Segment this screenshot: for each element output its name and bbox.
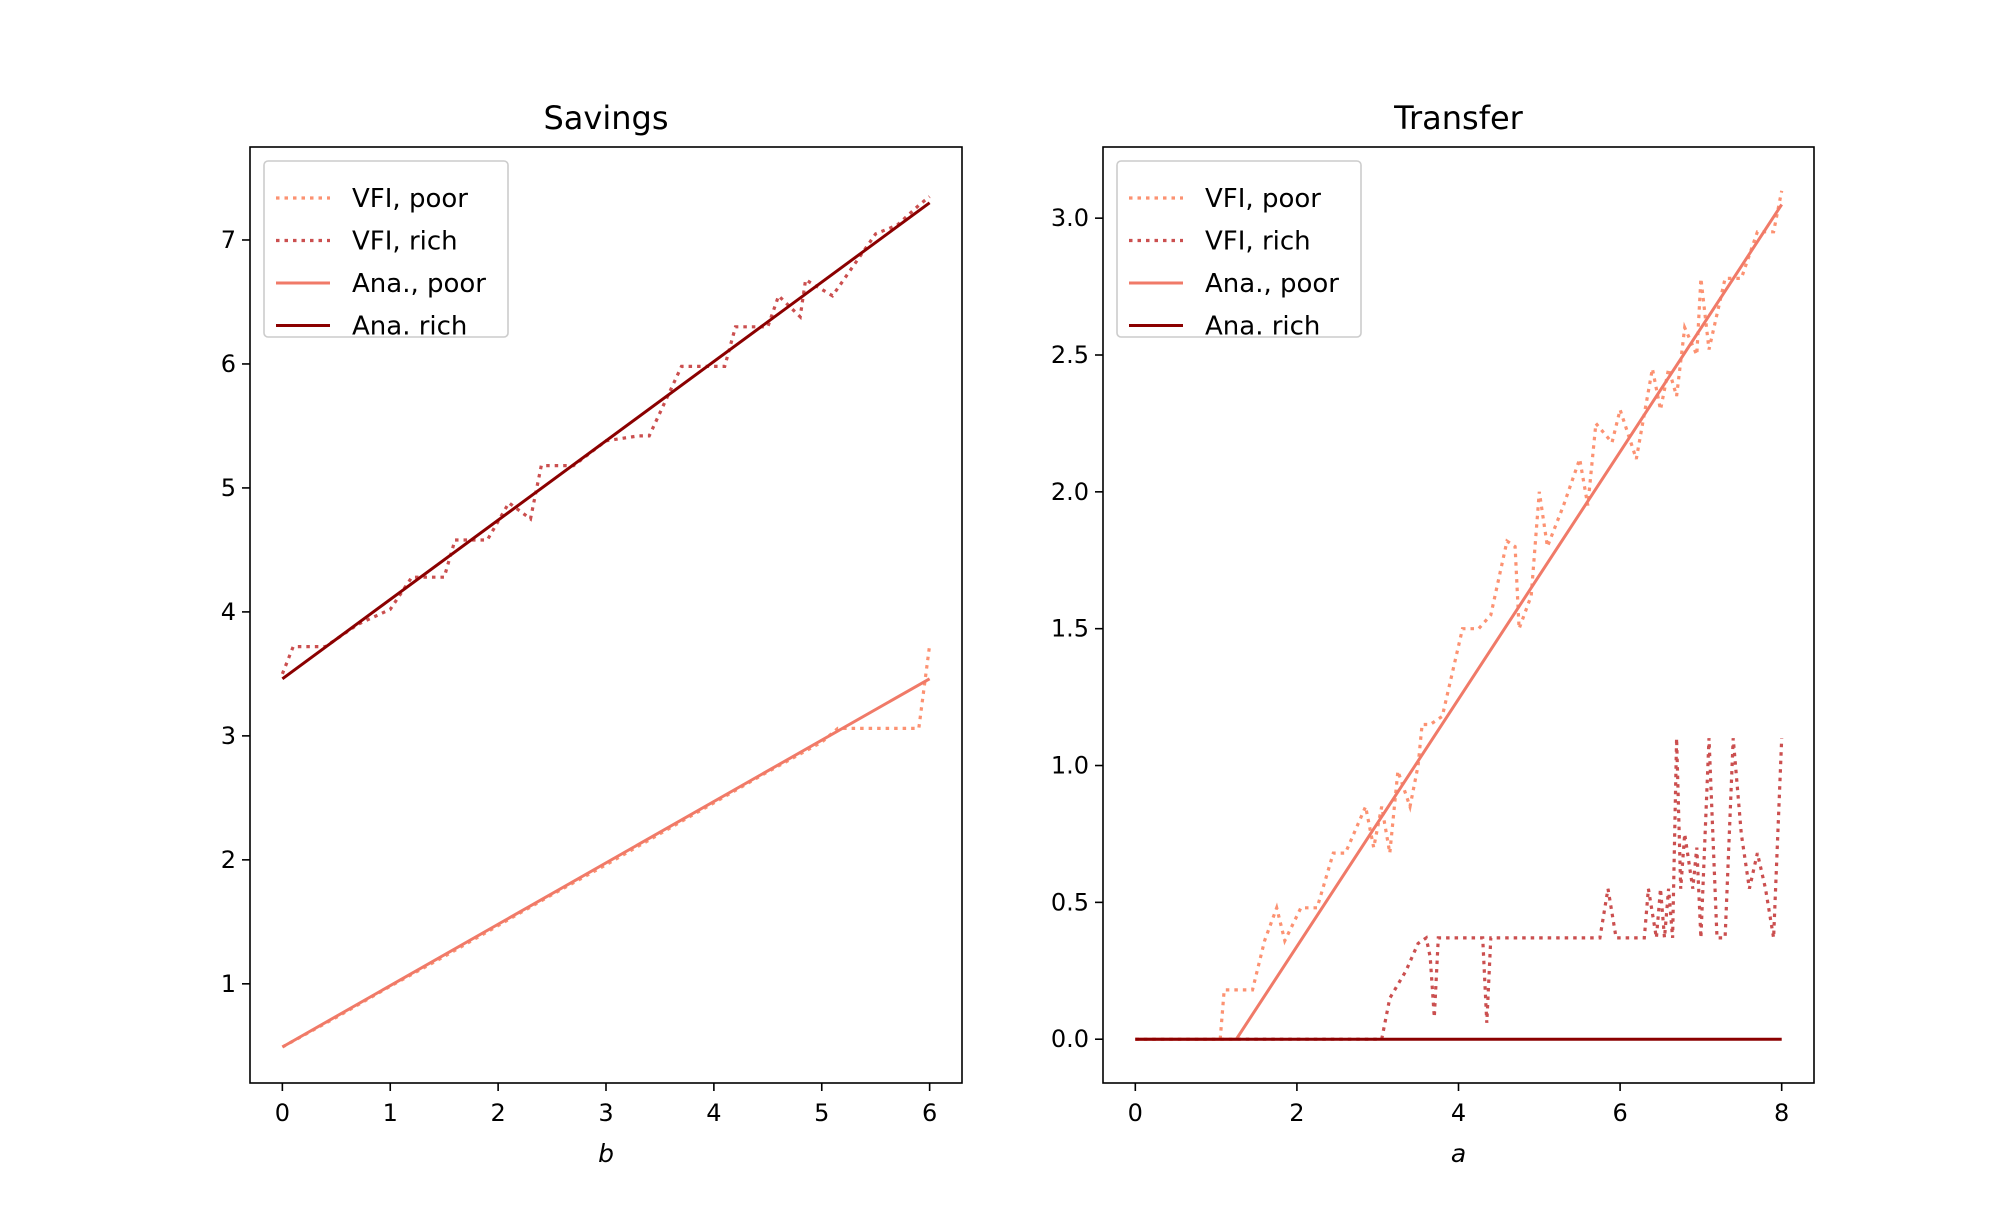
x-tick-label: 1	[383, 1099, 398, 1127]
chart-title: Transfer	[1393, 99, 1524, 137]
legend: VFI, poor VFI, rich Ana., poor Ana. rich	[1116, 160, 1362, 342]
x-tick-label: 4	[1451, 1099, 1466, 1127]
x-tick-label: 4	[706, 1099, 721, 1127]
y-tick-label: 3.0	[1051, 204, 1089, 232]
y-tick-label: 3	[221, 722, 236, 750]
x-tick-label: 5	[814, 1099, 829, 1127]
series-line-ana-poor	[281, 677, 931, 1049]
y-tick-label: 4	[221, 598, 236, 626]
x-tick-label: 0	[275, 1099, 290, 1127]
y-tick-label: 1.5	[1051, 615, 1089, 643]
legend-label-vfi-poor: VFI, poor	[352, 184, 468, 214]
legend-label-vfi-rich: VFI, rich	[352, 227, 458, 257]
x-tick-label: 0	[1128, 1099, 1143, 1127]
series-line-vfi-poor	[281, 645, 932, 1049]
y-tick-label: 6	[221, 350, 236, 378]
legend-label-ana-rich: Ana. rich	[1205, 312, 1320, 342]
legend-label-ana-poor: Ana., poor	[352, 269, 486, 299]
chart-title: Savings	[543, 99, 668, 137]
y-tick-label: 1	[221, 970, 236, 998]
series-line-vfi-rich	[1135, 738, 1784, 1041]
x-tick-label: 8	[1774, 1099, 1789, 1127]
legend-label-vfi-rich: VFI, rich	[1205, 227, 1311, 257]
plot-area	[280, 195, 932, 1049]
y-tick-label: 0.5	[1051, 888, 1089, 916]
y-tick-label: 1.0	[1051, 752, 1089, 780]
plot-area	[1135, 190, 1784, 1041]
savings-panel: 0 1 2 3 4 5 6 1 2 3 4 5 6 7 Savings b VFI, poor VFI, rich…	[221, 99, 963, 1168]
x-tick-label: 3	[598, 1099, 613, 1127]
series-line-vfi-rich	[280, 195, 931, 675]
x-tick-label: 2	[490, 1099, 505, 1127]
x-tick-label: 6	[1612, 1099, 1627, 1127]
y-tick-label: 2	[221, 846, 236, 874]
y-tick-label: 2.0	[1051, 478, 1089, 506]
legend-label-ana-rich: Ana. rich	[352, 312, 467, 342]
transfer-panel: 0 2 4 6 8 0.0 0.5 1.0 1.5 2.0 2.5 3.0 Transfer a VFI, …	[1051, 99, 1815, 1168]
y-tick-label: 0.0	[1051, 1025, 1089, 1053]
y-tick-label: 5	[221, 474, 236, 502]
y-tick-label: 7	[221, 226, 236, 254]
legend-label-ana-poor: Ana., poor	[1205, 269, 1339, 299]
x-axis-label: b	[598, 1139, 614, 1168]
series-line-ana-rich	[281, 201, 931, 681]
legend-box	[263, 160, 509, 338]
legend-box	[1116, 160, 1362, 338]
x-tick-label: 2	[1289, 1099, 1304, 1127]
legend-label-vfi-poor: VFI, poor	[1205, 184, 1321, 214]
x-tick-label: 6	[922, 1099, 937, 1127]
y-tick-label: 2.5	[1051, 341, 1089, 369]
legend: VFI, poor VFI, rich Ana., poor Ana. rich	[263, 160, 509, 342]
x-axis-label: a	[1451, 1139, 1466, 1168]
